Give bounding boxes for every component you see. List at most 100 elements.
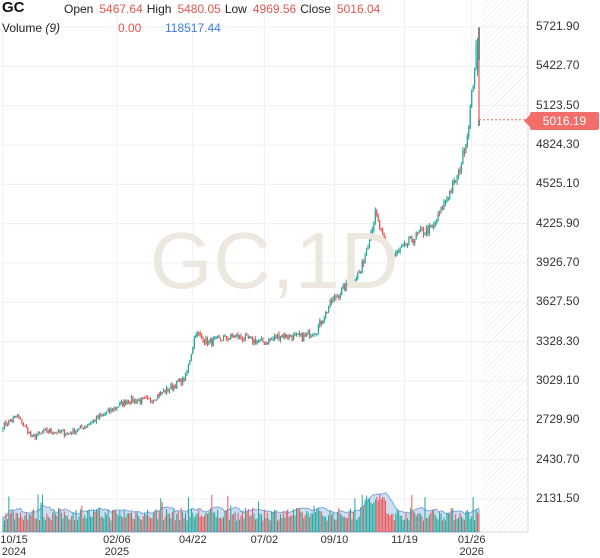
candle-body bbox=[219, 337, 222, 340]
candle-body bbox=[98, 414, 100, 419]
candle-body bbox=[218, 336, 220, 338]
candle-body bbox=[125, 400, 127, 405]
candle-body bbox=[460, 163, 463, 173]
candle-body bbox=[127, 400, 130, 403]
candle-body bbox=[384, 239, 387, 246]
candle-body bbox=[92, 420, 95, 422]
candle-body bbox=[195, 335, 197, 338]
candle-body bbox=[85, 426, 87, 428]
candle-body bbox=[126, 401, 128, 405]
candle-body bbox=[139, 399, 141, 404]
candle-body bbox=[142, 397, 144, 399]
candle-body bbox=[91, 421, 93, 424]
candle-body bbox=[68, 433, 70, 435]
candle-body bbox=[469, 106, 471, 128]
candle-body bbox=[100, 414, 102, 416]
candle-body bbox=[8, 420, 10, 425]
candle-body bbox=[130, 397, 133, 405]
volume-label: Volume bbox=[2, 21, 43, 35]
candle-body bbox=[319, 320, 321, 326]
candle-body bbox=[179, 378, 181, 382]
candle-body bbox=[309, 330, 311, 338]
time-tick-label: 04/22 bbox=[171, 534, 215, 546]
candle-body bbox=[456, 175, 458, 182]
candle-body bbox=[149, 399, 152, 402]
candle-body bbox=[240, 335, 242, 338]
candle-body bbox=[253, 339, 255, 344]
candle-body bbox=[192, 347, 194, 354]
candle-body bbox=[403, 242, 406, 245]
candle-body bbox=[414, 239, 416, 244]
candle-body bbox=[161, 392, 163, 394]
candle-body bbox=[430, 225, 432, 227]
candle-body bbox=[320, 320, 322, 324]
candle-body bbox=[184, 374, 187, 381]
candle-body bbox=[252, 337, 254, 343]
candle-body bbox=[300, 333, 302, 336]
candle-body bbox=[59, 429, 61, 433]
candle-body bbox=[421, 229, 423, 231]
candle-body bbox=[110, 408, 112, 412]
candle-body bbox=[228, 338, 230, 340]
time-tick-year: 2026 bbox=[459, 546, 484, 558]
candle-body bbox=[281, 334, 283, 337]
candle-body bbox=[282, 335, 284, 338]
candle-body bbox=[189, 360, 191, 364]
candle-body bbox=[440, 206, 442, 213]
candle-body bbox=[409, 236, 411, 238]
candle-body bbox=[453, 179, 455, 183]
candle-body bbox=[171, 384, 173, 390]
candle-body bbox=[52, 432, 54, 434]
candle-body bbox=[181, 377, 184, 385]
candle-body bbox=[249, 336, 251, 339]
candle-body bbox=[417, 232, 419, 234]
candle-body bbox=[123, 400, 125, 407]
price-tick-label: 3029.10 bbox=[536, 373, 580, 387]
candle-body bbox=[198, 332, 200, 334]
candle-body bbox=[117, 406, 119, 408]
candle-body bbox=[37, 432, 39, 437]
candle-body bbox=[222, 336, 225, 341]
candle-body bbox=[33, 434, 35, 436]
candle-body bbox=[17, 415, 19, 417]
candle-body bbox=[116, 407, 118, 410]
candle-body bbox=[368, 241, 371, 248]
candle-body bbox=[317, 325, 319, 334]
candle-body bbox=[452, 181, 454, 193]
time-tick-date: 02/06 bbox=[103, 534, 131, 546]
time-tick-date: 11/19 bbox=[391, 534, 418, 546]
candle-body bbox=[57, 429, 60, 433]
candle-body bbox=[82, 427, 84, 430]
candle-body bbox=[120, 401, 122, 404]
volume-value-2: 118517.44 bbox=[165, 21, 221, 35]
candle-body bbox=[265, 343, 267, 345]
candle-body bbox=[84, 426, 86, 430]
candle-body bbox=[243, 339, 245, 341]
candle-body bbox=[94, 420, 96, 422]
candle-body bbox=[46, 428, 48, 432]
candle-body bbox=[196, 331, 198, 336]
candle-body bbox=[49, 429, 51, 433]
candle-body bbox=[69, 433, 71, 435]
candle-body bbox=[444, 201, 447, 204]
candle-body bbox=[344, 284, 346, 291]
candle-body bbox=[224, 335, 226, 337]
candle-body bbox=[11, 420, 13, 422]
candle-body bbox=[389, 250, 391, 253]
time-tick-label: 07/02 bbox=[242, 534, 286, 546]
candle-body bbox=[108, 409, 111, 412]
candle-body bbox=[176, 380, 178, 389]
time-tick-label: 10/15 2024 bbox=[0, 534, 36, 558]
candle-body bbox=[12, 417, 14, 422]
candle-body bbox=[269, 339, 271, 341]
time-tick-label: 02/06 2025 bbox=[95, 534, 139, 558]
candle-body bbox=[97, 416, 99, 419]
candle-body bbox=[237, 334, 239, 338]
candle-body bbox=[358, 272, 360, 274]
candle-body bbox=[298, 332, 301, 336]
candle-body bbox=[447, 197, 449, 199]
candle-body bbox=[35, 435, 38, 439]
candle-body bbox=[133, 399, 136, 403]
candle-body bbox=[431, 224, 433, 227]
